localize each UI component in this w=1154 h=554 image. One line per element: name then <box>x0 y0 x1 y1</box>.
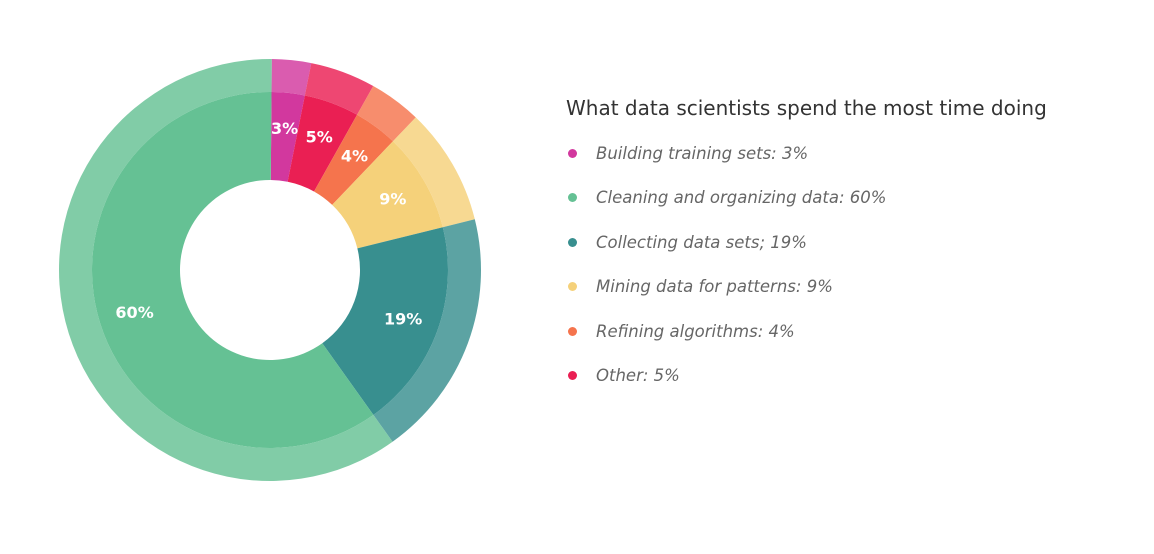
legend-dot-icon <box>568 148 577 158</box>
legend-item-refining-algorithms: Refining algorithms: 4% <box>566 320 1146 342</box>
legend-label: Cleaning and organizing data: 60% <box>596 188 887 207</box>
slice-value-label-collecting-data-sets: 19% <box>384 310 422 329</box>
legend-item-cleaning-and-organizing-data: Cleaning and organizing data: 60% <box>566 187 1146 209</box>
slice-cleaning-and-organizing-data: 60% <box>59 59 393 481</box>
slice-inner-ring-collecting-data-sets <box>322 227 448 415</box>
legend-label: Refining algorithms: 4% <box>596 321 795 341</box>
slice-building-training-sets: 3% <box>270 59 312 182</box>
slice-outer-ring-collecting-data-sets <box>373 219 481 442</box>
legend-label: Building training sets: 3% <box>596 143 809 163</box>
donut-chart: 3% 5% 4% 9% 19% 60% <box>59 59 481 481</box>
legend-label: Other: 5% <box>596 366 680 385</box>
legend-label: Collecting data sets; 19% <box>596 232 807 252</box>
legend-dot-icon <box>568 193 577 202</box>
legend-dot-icon <box>568 282 577 291</box>
legend-item-mining-data-for-patterns: Mining data for patterns: 9% <box>566 276 1146 298</box>
slice-refining-algorithms: 4% <box>314 85 416 205</box>
legend-item-collecting-data-sets: Collecting data sets; 19% <box>566 231 1146 253</box>
slice-value-label-mining-data-for-patterns: 9% <box>379 189 406 208</box>
slice-inner-ring-other <box>287 95 358 192</box>
legend-list: Building training sets: 3% Cleaning and o… <box>566 142 1146 387</box>
slice-value-label-cleaning-and-organizing-data: 60% <box>115 303 153 322</box>
slice-inner-ring-mining-data-for-patterns <box>332 141 443 249</box>
chart-legend: What data scientists spend the most time… <box>566 96 1146 409</box>
chart-title: What data scientists spend the most time… <box>566 96 1047 120</box>
legend-dot-icon <box>568 371 577 380</box>
slice-collecting-data-sets: 19% <box>322 219 481 442</box>
slice-outer-ring-cleaning-and-organizing-data <box>59 59 393 481</box>
slice-other: 5% <box>287 63 374 192</box>
slice-value-label-refining-algorithms: 4% <box>341 146 368 165</box>
legend-dot-icon <box>568 237 577 247</box>
slice-outer-ring-building-training-sets <box>271 59 312 96</box>
slice-outer-ring-mining-data-for-patterns <box>392 117 475 228</box>
legend-item-building-training-sets: Building training sets: 3% <box>566 142 1146 164</box>
slice-mining-data-for-patterns: 9% <box>332 117 475 249</box>
legend-label: Mining data for patterns: 9% <box>596 277 833 296</box>
slice-inner-ring-refining-algorithms <box>314 114 393 205</box>
slice-value-label-building-training-sets: 3% <box>271 119 298 138</box>
legend-item-other: Other: 5% <box>566 365 1146 387</box>
slice-outer-ring-refining-algorithms <box>357 85 416 142</box>
legend-dot-icon <box>568 326 577 336</box>
slice-inner-ring-building-training-sets <box>270 92 305 182</box>
slice-inner-ring-cleaning-and-organizing-data <box>92 92 374 448</box>
slice-value-label-other: 5% <box>306 127 333 146</box>
slice-outer-ring-other <box>304 63 374 115</box>
